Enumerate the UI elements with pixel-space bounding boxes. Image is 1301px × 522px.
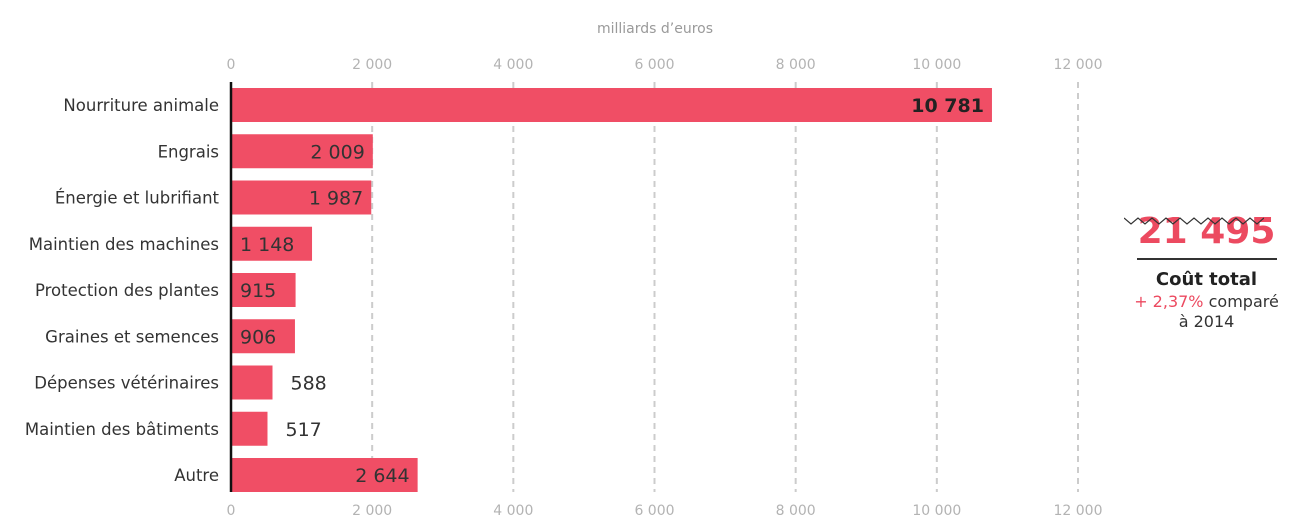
total-cost-label: Coût total — [1155, 269, 1258, 290]
value-label: 915 — [240, 280, 276, 302]
category-label: Énergie et lubrifiant — [55, 189, 220, 208]
category-labels: Nourriture animale Engrais Énergie et lubr… — [25, 96, 220, 485]
x-tick-label-bottom: 2 000 — [352, 503, 392, 519]
value-label: 517 — [285, 419, 321, 441]
value-label: 10 781 — [911, 95, 984, 117]
category-label: Maintien des bâtiments — [25, 420, 219, 439]
category-label: Engrais — [158, 142, 219, 161]
category-label: Graines et semences — [45, 327, 219, 346]
x-tick-label-bottom: 8 000 — [776, 503, 816, 519]
x-tick-label-bottom: 6 000 — [634, 503, 674, 519]
x-tick-label-bottom: 0 — [227, 503, 236, 519]
zigzag-divider — [1124, 217, 1264, 225]
bar — [231, 273, 296, 307]
x-tick-label-top: 6 000 — [634, 57, 674, 73]
category-label: Autre — [174, 466, 219, 485]
bar — [231, 411, 268, 446]
bar — [231, 134, 373, 169]
bar — [231, 458, 418, 492]
x-tick-label-bottom: 12 000 — [1054, 503, 1103, 519]
bar — [231, 226, 313, 261]
value-label: 588 — [291, 373, 327, 395]
x-tick-label-top: 2 000 — [352, 57, 392, 73]
change-text: comparé — [1208, 292, 1279, 311]
gridlines — [371, 82, 1079, 492]
axis-unit-label: milliards d’euros — [597, 21, 713, 37]
bar — [231, 88, 992, 122]
change-comparison: + 2,37% comparé à 2014 — [1124, 292, 1289, 332]
value-label: 1 148 — [240, 234, 294, 256]
bars — [231, 88, 992, 492]
total-cost-summary: 21 495 Coût total + 2,37% comparé à 2014 — [1124, 210, 1289, 332]
value-label: 2 644 — [355, 465, 409, 487]
category-label: Maintien des machines — [29, 235, 219, 254]
x-tick-label-top: 4 000 — [493, 57, 533, 73]
x-tick-label-top: 10 000 — [912, 57, 961, 73]
value-labels: 10 781 2 009 1 987 1 148 915 906 588 517 2 644 — [240, 95, 984, 487]
x-tick-label-top: 12 000 — [1054, 57, 1103, 73]
category-label: Nourriture animale — [63, 96, 219, 115]
x-tick-labels: 0 0 2 000 2 000 4 000 4 000 6 000 6 000 8 000 8 0… — [227, 57, 1103, 519]
x-tick-label-top: 8 000 — [776, 57, 816, 73]
bar — [231, 365, 273, 400]
bar — [231, 180, 372, 215]
change-percent: + 2,37% — [1134, 292, 1204, 311]
x-tick-label-bottom: 4 000 — [493, 503, 533, 519]
x-tick-label-bottom: 10 000 — [912, 503, 961, 519]
x-tick-label-top: 0 — [227, 57, 236, 73]
category-label: Dépenses vétérinaires — [34, 374, 219, 393]
value-label: 906 — [240, 326, 276, 348]
change-year: à 2014 — [1178, 312, 1235, 331]
value-label: 1 987 — [309, 188, 363, 210]
total-cost-value: 21 495 — [1137, 211, 1276, 252]
bar — [231, 319, 295, 354]
value-label: 2 009 — [310, 141, 364, 163]
total-divider — [1136, 258, 1277, 260]
category-label: Protection des plantes — [35, 281, 219, 300]
